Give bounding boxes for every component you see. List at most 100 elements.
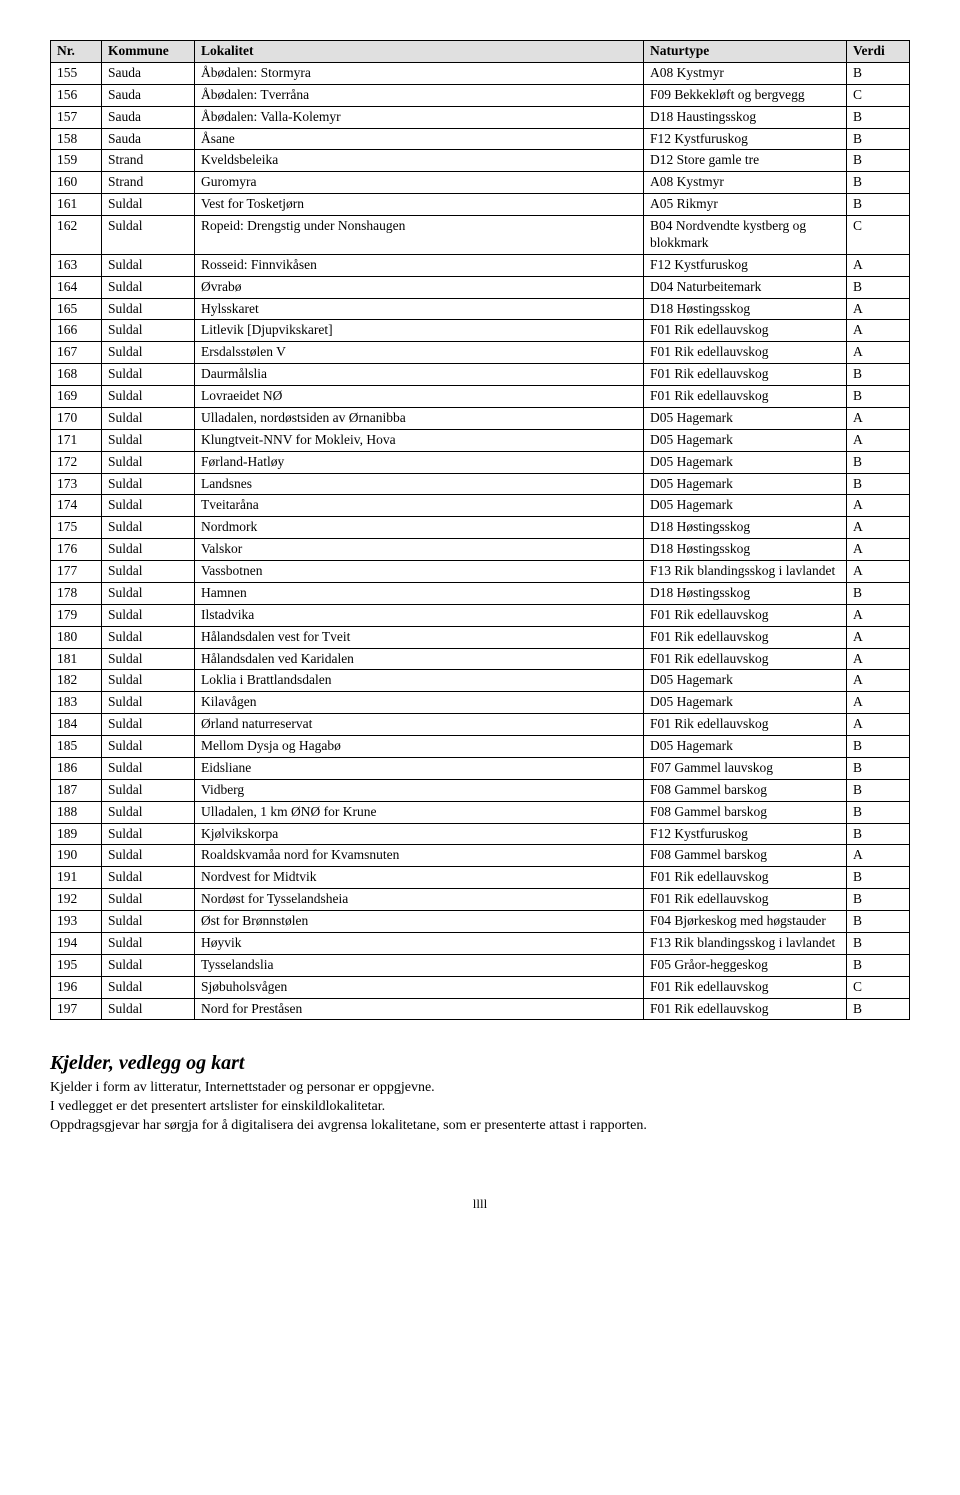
table-row: 170SuldalUlladalen, nordøstsiden av Ørna… bbox=[51, 407, 910, 429]
data-table: Nr. Kommune Lokalitet Naturtype Verdi 15… bbox=[50, 40, 910, 1020]
table-row: 168SuldalDaurmålsliaF01 Rik edellauvskog… bbox=[51, 364, 910, 386]
cell-lokalitet: Nordvest for Midtvik bbox=[195, 867, 644, 889]
cell-lokalitet: Nordøst for Tysselandsheia bbox=[195, 889, 644, 911]
table-row: 169SuldalLovraeidet NØF01 Rik edellauvsk… bbox=[51, 386, 910, 408]
table-row: 194SuldalHøyvikF13 Rik blandingsskog i l… bbox=[51, 932, 910, 954]
table-row: 190SuldalRoaldskvamåa nord for Kvamsnute… bbox=[51, 845, 910, 867]
cell-nr: 160 bbox=[51, 172, 102, 194]
cell-lokalitet: Åsane bbox=[195, 128, 644, 150]
section-line-2: I vedlegget er det presentert artslister… bbox=[50, 1098, 910, 1117]
cell-naturtype: D05 Hagemark bbox=[644, 495, 847, 517]
cell-kommune: Suldal bbox=[102, 298, 195, 320]
cell-lokalitet: Litlevik [Djupvikskaret] bbox=[195, 320, 644, 342]
cell-verdi: A bbox=[847, 429, 910, 451]
cell-lokalitet: Ulladalen, 1 km ØNØ for Krune bbox=[195, 801, 644, 823]
table-row: 181SuldalHålandsdalen ved KaridalenF01 R… bbox=[51, 648, 910, 670]
cell-nr: 159 bbox=[51, 150, 102, 172]
cell-kommune: Suldal bbox=[102, 429, 195, 451]
cell-naturtype: F08 Gammel barskog bbox=[644, 801, 847, 823]
cell-verdi: A bbox=[847, 407, 910, 429]
cell-naturtype: F12 Kystfuruskog bbox=[644, 823, 847, 845]
cell-naturtype: D12 Store gamle tre bbox=[644, 150, 847, 172]
cell-verdi: A bbox=[847, 254, 910, 276]
cell-verdi: B bbox=[847, 801, 910, 823]
cell-naturtype: F01 Rik edellauvskog bbox=[644, 889, 847, 911]
cell-nr: 156 bbox=[51, 84, 102, 106]
cell-naturtype: D18 Høstingsskog bbox=[644, 582, 847, 604]
cell-naturtype: F05 Gråor-heggeskog bbox=[644, 954, 847, 976]
cell-lokalitet: Ulladalen, nordøstsiden av Ørnanibba bbox=[195, 407, 644, 429]
cell-verdi: A bbox=[847, 561, 910, 583]
table-row: 159StrandKveldsbeleikaD12 Store gamle tr… bbox=[51, 150, 910, 172]
cell-verdi: B bbox=[847, 911, 910, 933]
cell-nr: 191 bbox=[51, 867, 102, 889]
cell-verdi: B bbox=[847, 172, 910, 194]
cell-naturtype: F08 Gammel barskog bbox=[644, 845, 847, 867]
cell-kommune: Suldal bbox=[102, 561, 195, 583]
cell-naturtype: D05 Hagemark bbox=[644, 692, 847, 714]
cell-kommune: Suldal bbox=[102, 451, 195, 473]
table-row: 162SuldalRopeid: Drengstig under Nonshau… bbox=[51, 216, 910, 255]
header-naturtype: Naturtype bbox=[644, 41, 847, 63]
table-row: 157SaudaÅbødalen: Valla-KolemyrD18 Haust… bbox=[51, 106, 910, 128]
cell-nr: 187 bbox=[51, 779, 102, 801]
cell-nr: 190 bbox=[51, 845, 102, 867]
cell-verdi: B bbox=[847, 932, 910, 954]
cell-kommune: Suldal bbox=[102, 648, 195, 670]
cell-lokalitet: Førland-Hatløy bbox=[195, 451, 644, 473]
cell-verdi: A bbox=[847, 714, 910, 736]
cell-kommune: Suldal bbox=[102, 216, 195, 255]
cell-nr: 157 bbox=[51, 106, 102, 128]
cell-lokalitet: Åbødalen: Stormyra bbox=[195, 62, 644, 84]
cell-lokalitet: Lovraeidet NØ bbox=[195, 386, 644, 408]
table-row: 160StrandGuromyraA08 KystmyrB bbox=[51, 172, 910, 194]
cell-lokalitet: Tysselandslia bbox=[195, 954, 644, 976]
cell-nr: 195 bbox=[51, 954, 102, 976]
table-row: 167SuldalErsdalsstølen VF01 Rik edellauv… bbox=[51, 342, 910, 364]
cell-nr: 197 bbox=[51, 998, 102, 1020]
table-row: 191SuldalNordvest for MidtvikF01 Rik ede… bbox=[51, 867, 910, 889]
table-row: 179SuldalIlstadvikaF01 Rik edellauvskogA bbox=[51, 604, 910, 626]
header-verdi: Verdi bbox=[847, 41, 910, 63]
section-line-3: Oppdragsgjevar har sørgja for å digitali… bbox=[50, 1117, 910, 1136]
cell-nr: 180 bbox=[51, 626, 102, 648]
cell-lokalitet: Ropeid: Drengstig under Nonshaugen bbox=[195, 216, 644, 255]
cell-naturtype: F12 Kystfuruskog bbox=[644, 254, 847, 276]
cell-kommune: Strand bbox=[102, 172, 195, 194]
table-row: 161SuldalVest for TosketjørnA05 RikmyrB bbox=[51, 194, 910, 216]
cell-lokalitet: Nordmork bbox=[195, 517, 644, 539]
cell-lokalitet: Nord for Preståsen bbox=[195, 998, 644, 1020]
section-line-1: Kjelder i form av litteratur, Internetts… bbox=[50, 1079, 910, 1098]
cell-naturtype: D05 Hagemark bbox=[644, 407, 847, 429]
cell-nr: 185 bbox=[51, 736, 102, 758]
cell-naturtype: F08 Gammel barskog bbox=[644, 779, 847, 801]
cell-naturtype: F01 Rik edellauvskog bbox=[644, 867, 847, 889]
cell-lokalitet: Hylsskaret bbox=[195, 298, 644, 320]
cell-naturtype: F01 Rik edellauvskog bbox=[644, 714, 847, 736]
cell-nr: 173 bbox=[51, 473, 102, 495]
cell-nr: 183 bbox=[51, 692, 102, 714]
cell-verdi: A bbox=[847, 298, 910, 320]
cell-nr: 184 bbox=[51, 714, 102, 736]
cell-naturtype: F04 Bjørkeskog med høgstauder bbox=[644, 911, 847, 933]
cell-nr: 165 bbox=[51, 298, 102, 320]
cell-nr: 168 bbox=[51, 364, 102, 386]
table-row: 165SuldalHylsskaretD18 HøstingsskogA bbox=[51, 298, 910, 320]
table-row: 164SuldalØvrabøD04 NaturbeitemarkB bbox=[51, 276, 910, 298]
cell-nr: 188 bbox=[51, 801, 102, 823]
cell-nr: 169 bbox=[51, 386, 102, 408]
cell-kommune: Suldal bbox=[102, 386, 195, 408]
cell-lokalitet: Roaldskvamåa nord for Kvamsnuten bbox=[195, 845, 644, 867]
cell-naturtype: F01 Rik edellauvskog bbox=[644, 386, 847, 408]
cell-kommune: Suldal bbox=[102, 473, 195, 495]
cell-kommune: Sauda bbox=[102, 128, 195, 150]
cell-kommune: Suldal bbox=[102, 626, 195, 648]
cell-nr: 158 bbox=[51, 128, 102, 150]
table-row: 195SuldalTysselandsliaF05 Gråor-heggesko… bbox=[51, 954, 910, 976]
cell-naturtype: F01 Rik edellauvskog bbox=[644, 320, 847, 342]
cell-nr: 161 bbox=[51, 194, 102, 216]
table-row: 175SuldalNordmorkD18 HøstingsskogA bbox=[51, 517, 910, 539]
cell-kommune: Suldal bbox=[102, 276, 195, 298]
cell-lokalitet: Loklia i Brattlandsdalen bbox=[195, 670, 644, 692]
cell-naturtype: D05 Hagemark bbox=[644, 429, 847, 451]
